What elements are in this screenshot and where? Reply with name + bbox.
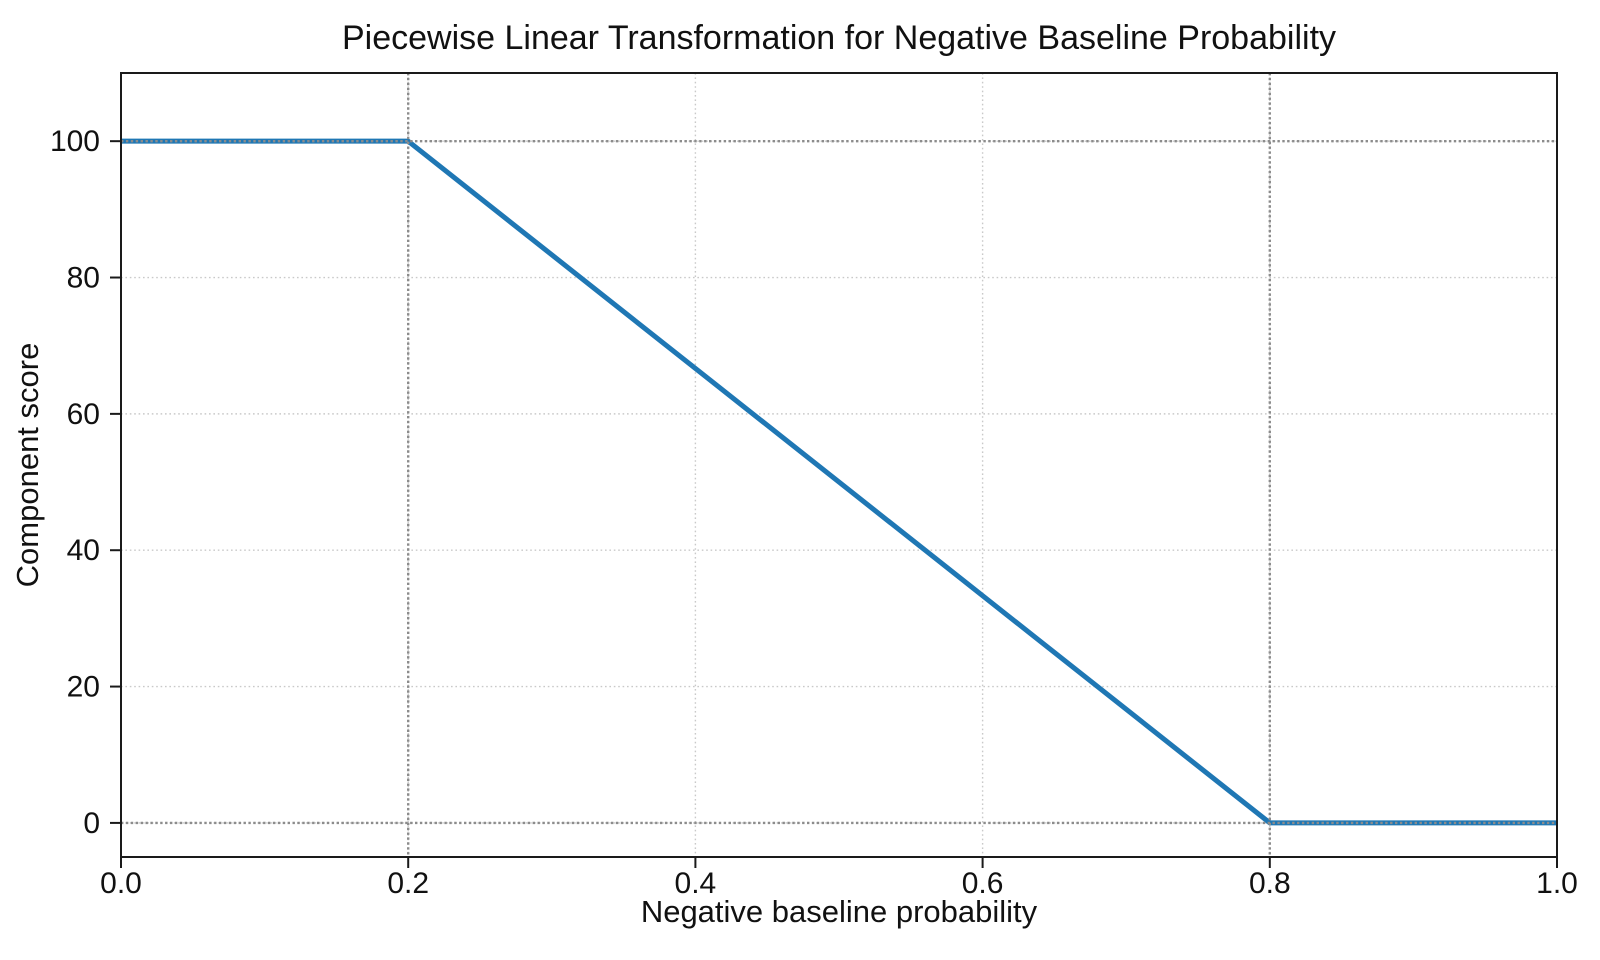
x-tick-label: 0.4	[675, 867, 717, 900]
ticks-layer: 0.0 0.2 0.4 0.6 0.8 1.0 0 20 40 60 80 100	[50, 125, 1578, 900]
y-tick-label: 40	[67, 534, 100, 567]
series-line	[121, 138, 1557, 826]
x-tick-label: 0.6	[962, 867, 1004, 900]
y-tick-label: 80	[67, 262, 100, 295]
y-tick-label: 0	[83, 807, 100, 840]
reference-lines-layer	[121, 73, 1557, 857]
y-axis-label: Component score	[10, 343, 45, 588]
x-tick-label: 1.0	[1536, 867, 1578, 900]
y-tick-label: 20	[67, 671, 100, 704]
y-tick-label: 60	[67, 398, 100, 431]
x-tick-label: 0.0	[100, 867, 142, 900]
x-tick-label: 0.8	[1249, 867, 1291, 900]
gridlines-layer	[120, 73, 1558, 857]
y-tick-label: 100	[50, 125, 100, 158]
chart-title: Piecewise Linear Transformation for Nega…	[342, 19, 1336, 57]
series-layer	[121, 138, 1557, 826]
x-tick-label: 0.2	[387, 867, 429, 900]
plot-border	[120, 72, 1558, 858]
x-axis-label: Negative baseline probability	[641, 894, 1038, 929]
